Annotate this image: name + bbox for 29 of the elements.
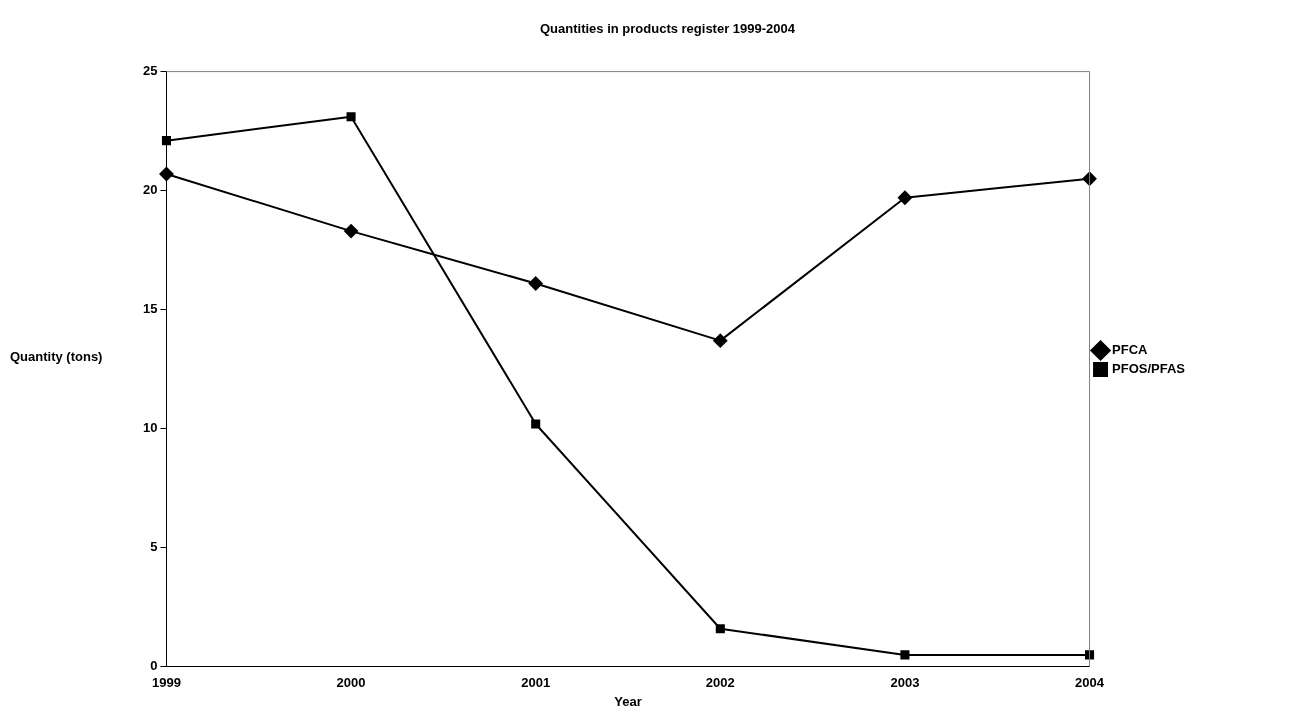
point	[161, 136, 171, 146]
y-tick-label: 5	[150, 539, 158, 555]
y-tick-label: 20	[142, 182, 158, 198]
x-tick-label: 2001	[521, 675, 551, 691]
legend-label: PFCA	[1112, 342, 1149, 358]
point	[159, 166, 174, 181]
y-tick-label: 25	[142, 63, 158, 79]
x-tick-label: 1999	[152, 675, 181, 691]
y-tick-label: 15	[142, 301, 158, 317]
point	[713, 333, 728, 348]
point	[897, 190, 912, 205]
y-axis-title: Quantity (tons)	[10, 348, 103, 364]
point	[900, 650, 910, 660]
point	[344, 224, 359, 239]
point	[1085, 650, 1095, 660]
x-tick-label: 2000	[336, 675, 366, 691]
y-tick-label: 0	[150, 658, 158, 674]
point	[346, 112, 356, 122]
x-tick-label: 2002	[705, 675, 735, 691]
point	[1082, 171, 1097, 186]
x-axis-title: Year	[614, 693, 642, 709]
legend-label: PFOS/PFAS	[1112, 361, 1186, 377]
y-tick-label: 10	[142, 420, 158, 436]
x-tick-label: 2003	[890, 675, 920, 691]
x-tick-label: 2004	[1075, 675, 1105, 691]
point	[531, 419, 541, 429]
chart-title: Quantities in products register 1999-2004	[539, 21, 796, 37]
point	[528, 276, 543, 291]
point	[715, 624, 725, 634]
